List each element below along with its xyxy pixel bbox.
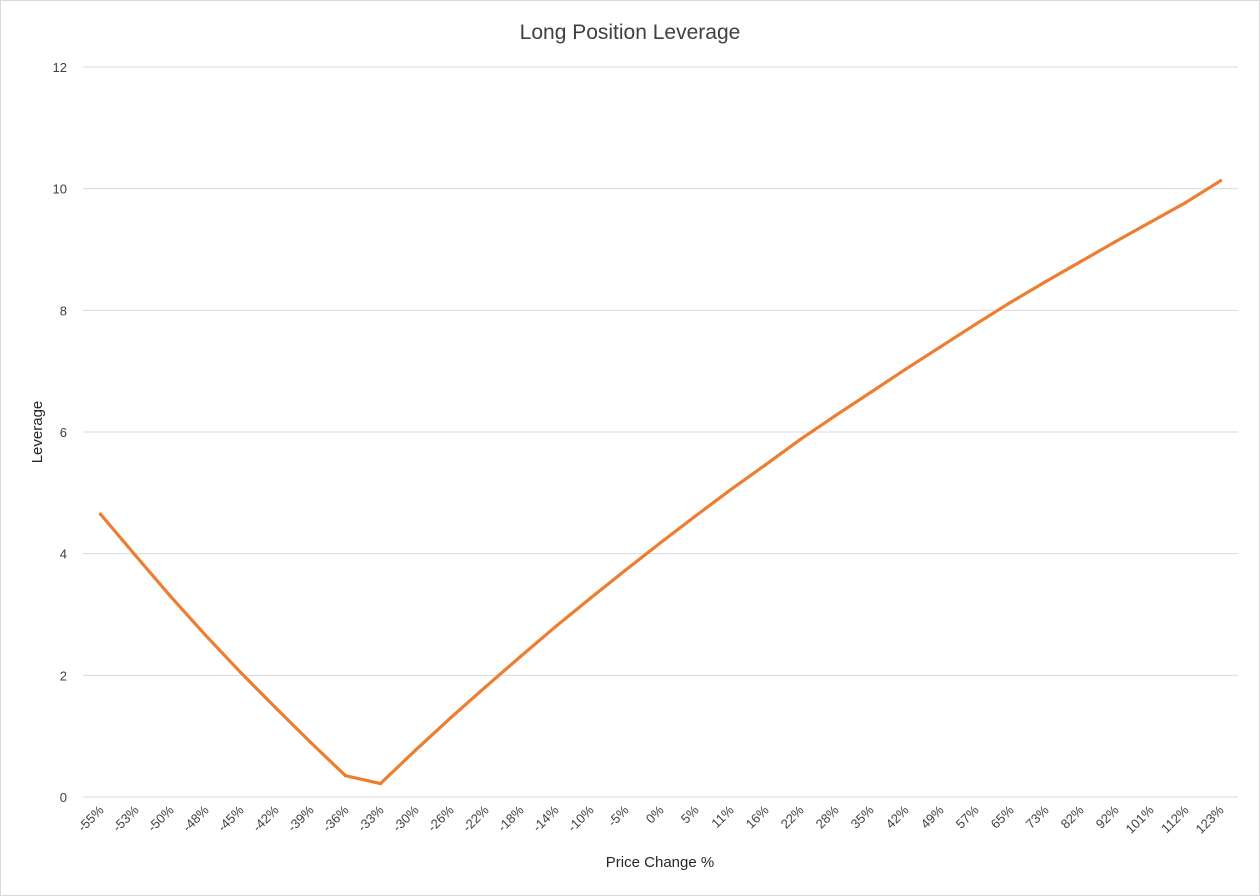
data-point bbox=[623, 568, 628, 572]
data-point bbox=[1183, 201, 1188, 205]
data-point bbox=[273, 705, 278, 710]
x-tick-label: -26% bbox=[425, 802, 457, 834]
x-tick-label: -36% bbox=[320, 802, 352, 834]
data-point bbox=[483, 685, 488, 689]
data-point bbox=[1113, 239, 1118, 244]
x-tick-label: 49% bbox=[918, 802, 947, 831]
data-point bbox=[1218, 179, 1223, 183]
data-point bbox=[378, 782, 383, 786]
x-tick-label: -33% bbox=[355, 802, 387, 834]
chart-title: Long Position Leverage bbox=[520, 21, 741, 44]
data-point bbox=[973, 322, 978, 326]
data-point bbox=[903, 367, 908, 371]
y-axis-title: Leverage bbox=[29, 401, 46, 464]
x-tick-label: -39% bbox=[285, 802, 317, 834]
data-point bbox=[798, 437, 803, 441]
x-tick-label: 35% bbox=[848, 802, 877, 831]
x-tick-label: 123% bbox=[1193, 802, 1227, 836]
data-point bbox=[938, 345, 943, 349]
y-tick-label: 10 bbox=[53, 182, 67, 197]
x-tick-label: 65% bbox=[988, 802, 1017, 831]
x-tick-label: -50% bbox=[145, 802, 177, 834]
data-point bbox=[238, 670, 243, 674]
data-point bbox=[1078, 260, 1083, 264]
data-point bbox=[763, 463, 768, 467]
x-tick-label: -42% bbox=[250, 802, 282, 834]
data-point bbox=[133, 553, 138, 558]
x-tick-label: 16% bbox=[743, 802, 772, 831]
data-point bbox=[588, 596, 593, 600]
x-tick-label: 112% bbox=[1158, 802, 1192, 836]
x-tick-label: -10% bbox=[565, 802, 597, 834]
x-tick-label: -5% bbox=[605, 802, 632, 829]
x-tick-label: 42% bbox=[883, 802, 912, 831]
data-point bbox=[168, 594, 173, 598]
series-layer bbox=[98, 179, 1223, 786]
x-tick-label: 101% bbox=[1123, 802, 1157, 836]
data-point bbox=[553, 625, 558, 629]
y-tick-label: 4 bbox=[60, 547, 67, 562]
x-tick-label: 57% bbox=[953, 802, 982, 831]
data-point bbox=[833, 413, 838, 418]
data-point bbox=[1008, 300, 1013, 305]
x-tick-label: 28% bbox=[813, 802, 842, 831]
x-axis-title: Price Change % bbox=[606, 854, 714, 871]
x-axis-ticks: -55% -53% -50% -48% -45% -42% -39% -36% -33% -30%… bbox=[75, 802, 1227, 836]
x-tick-label: -48% bbox=[180, 802, 212, 834]
data-point bbox=[203, 633, 208, 637]
y-tick-label: 2 bbox=[60, 668, 67, 683]
x-tick-label: 5% bbox=[678, 802, 702, 826]
data-point bbox=[1043, 280, 1048, 284]
x-tick-label: 0% bbox=[643, 802, 667, 826]
y-tick-label: 8 bbox=[60, 303, 67, 318]
x-tick-label: -30% bbox=[390, 802, 422, 834]
data-point bbox=[728, 488, 733, 492]
x-tick-label: -45% bbox=[215, 802, 247, 834]
series-line bbox=[98, 179, 1223, 786]
y-axis-ticks: 0 2 4 6 8 10 12 bbox=[53, 60, 67, 805]
gridlines bbox=[83, 66, 1238, 798]
y-tick-label: 0 bbox=[60, 790, 67, 805]
data-point bbox=[868, 390, 873, 395]
y-tick-label: 6 bbox=[60, 425, 67, 440]
data-point bbox=[658, 541, 663, 545]
x-tick-label: -22% bbox=[460, 802, 492, 834]
data-point bbox=[98, 512, 103, 516]
y-tick-label: 12 bbox=[53, 60, 67, 75]
data-point bbox=[308, 740, 313, 744]
x-tick-label: 92% bbox=[1093, 802, 1122, 831]
data-point bbox=[448, 716, 453, 720]
x-tick-label: -14% bbox=[530, 802, 562, 834]
data-point bbox=[1148, 220, 1153, 224]
x-tick-label: 22% bbox=[778, 802, 807, 831]
x-tick-label: 11% bbox=[708, 802, 737, 831]
data-point bbox=[518, 654, 523, 659]
data-point bbox=[413, 748, 418, 752]
data-point bbox=[693, 514, 698, 518]
x-tick-label: 82% bbox=[1058, 802, 1087, 831]
x-tick-label: -55% bbox=[75, 802, 107, 834]
data-point bbox=[343, 774, 348, 778]
x-tick-label: -53% bbox=[110, 802, 142, 834]
x-tick-label: 73% bbox=[1023, 802, 1052, 831]
x-tick-label: -18% bbox=[495, 802, 527, 834]
